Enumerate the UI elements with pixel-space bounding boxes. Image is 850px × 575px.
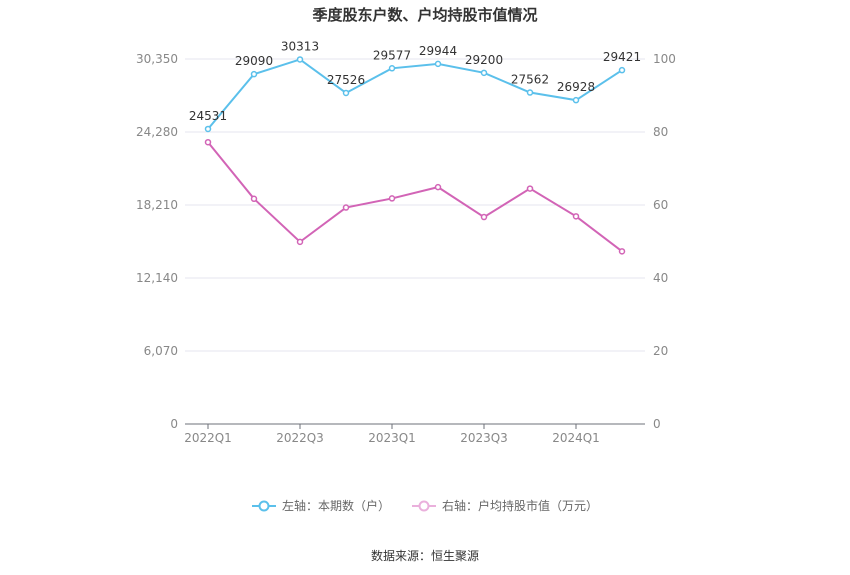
y-left-tick-label: 0	[170, 417, 178, 431]
value-point	[204, 138, 212, 146]
legend-value-icon	[412, 500, 436, 511]
axes: 0 0 6,070 20 12,140 40 18,210 60 24,280 80 30,350 1…	[136, 52, 676, 445]
holders-data-label: 29421	[603, 50, 641, 64]
y-left-tick-label: 30,350	[136, 52, 178, 66]
holders-point	[526, 89, 534, 96]
y-left-tick-label: 12,140	[136, 271, 178, 285]
value-point	[388, 195, 396, 202]
legend-holders-icon	[251, 500, 276, 511]
y-right-tick-label: 60	[653, 198, 668, 212]
y-left-tick-label: 18,210	[136, 198, 178, 212]
holders-data-label: 29944	[419, 44, 457, 58]
holders-point	[434, 60, 442, 68]
y-right-tick-label: 40	[653, 271, 668, 285]
y-right-tick-label: 100	[653, 52, 676, 66]
y-left-tick-label: 6,070	[144, 344, 178, 358]
holders-data-label: 30313	[281, 39, 319, 53]
holders-point	[618, 66, 626, 74]
holders-point	[296, 56, 304, 63]
x-tick-label: 2023Q3	[460, 431, 508, 445]
y-right-tick-label: 20	[653, 344, 668, 358]
holders-data-label: 27526	[327, 73, 365, 87]
holders-data-label: 29090	[235, 54, 273, 68]
series-lines	[204, 56, 626, 255]
value-point	[618, 248, 626, 255]
value-point	[572, 213, 580, 220]
holders-data-label: 24531	[189, 109, 227, 123]
legend-value-label: 右轴：户均持股市值（万元）	[442, 499, 599, 513]
legend-holders-label: 左轴：本期数（户）	[281, 499, 390, 513]
legend: 左轴：本期数（户） 右轴：户均持股市值（万元）	[0, 497, 850, 514]
holders-point	[250, 70, 258, 78]
value-point	[526, 185, 534, 192]
y-right-tick-label: 0	[653, 417, 661, 431]
y-right-tick-label: 80	[653, 125, 668, 139]
holders-point	[572, 96, 580, 104]
holders-data-label: 27562	[511, 73, 549, 87]
holders-point	[342, 89, 350, 97]
x-tick-label: 2022Q3	[276, 431, 324, 445]
legend-item-holders[interactable]: 左轴：本期数（户）	[251, 497, 390, 514]
holders-data-label: 26928	[557, 80, 595, 94]
holders-point	[388, 65, 396, 72]
value-point	[480, 213, 488, 221]
holders-data-label: 29577	[373, 48, 411, 62]
legend-item-value[interactable]: 右轴：户均持股市值（万元）	[412, 497, 598, 514]
data-labels: 24531 29090 30313 27526 29577 29944 29200 27562…	[189, 39, 641, 123]
value-line	[207, 141, 623, 253]
holders-point	[480, 69, 488, 77]
value-point	[342, 204, 350, 211]
value-point	[250, 195, 258, 203]
x-tick-label: 2023Q1	[368, 431, 416, 445]
y-left-tick-label: 24,280	[136, 125, 178, 139]
value-point	[296, 238, 304, 246]
data-source: 数据来源：恒生聚源	[370, 549, 479, 563]
value-point	[434, 183, 442, 191]
grid-lines	[185, 58, 645, 425]
holders-line	[207, 58, 623, 130]
x-tick-label: 2022Q1	[184, 431, 232, 445]
holders-point	[204, 125, 212, 133]
holders-data-label: 29200	[465, 53, 503, 67]
chart-title: 季度股东户数、户均持股市值情况	[312, 6, 538, 24]
x-tick-label: 2024Q1	[552, 431, 600, 445]
